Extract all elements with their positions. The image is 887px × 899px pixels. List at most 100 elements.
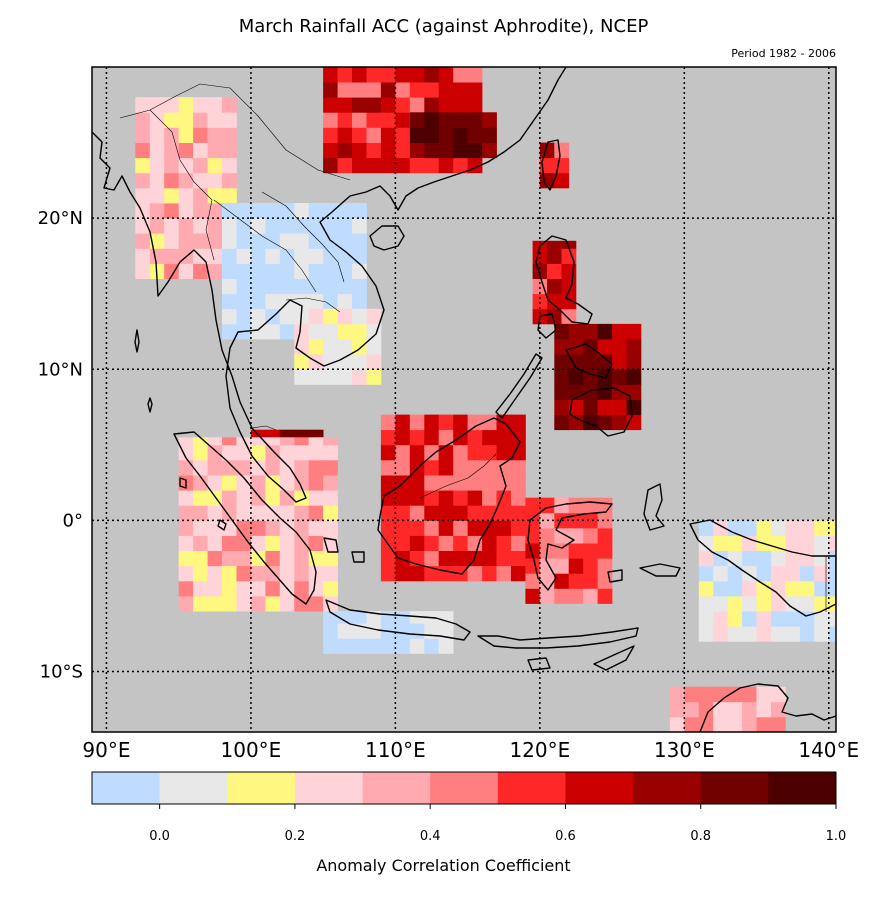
sumatra-island: [173, 431, 317, 605]
longitude-labels: 90°E 100°E 110°E 120°E 130°E 140°E: [82, 738, 859, 762]
lat-tick-label: 10°S: [40, 662, 83, 683]
seram-island: [639, 563, 681, 577]
acc-cell: [561, 308, 577, 325]
acc-cell: [756, 626, 772, 642]
luzon-island: [535, 235, 593, 325]
acc-cell: [713, 580, 728, 597]
acc-cell: [135, 233, 151, 249]
acc-cell: [713, 716, 728, 732]
lon-tick-label: 90°E: [82, 738, 130, 762]
colorbar-label: Anomaly Correlation Coefficient: [316, 856, 571, 875]
acc-cell: [409, 142, 425, 159]
acc-cell: [438, 475, 454, 491]
acc-cell: [164, 172, 179, 189]
acc-cell: [756, 701, 772, 718]
acc-cell: [698, 611, 714, 627]
acc-cell: [352, 67, 367, 83]
acc-cell: [532, 240, 548, 249]
acc-cell: [525, 497, 541, 514]
acc-cell: [409, 623, 425, 639]
acc-cell: [583, 323, 598, 340]
acc-cell: [583, 512, 598, 529]
acc-cell: [799, 596, 815, 612]
acc-cell: [380, 67, 396, 83]
acc-cell: [539, 157, 555, 174]
acc-cell: [453, 505, 468, 521]
acc-cell: [511, 535, 526, 551]
acc-cell: [193, 437, 208, 446]
acc-cell: [561, 240, 577, 249]
acc-cell: [597, 528, 613, 544]
acc-cell: [453, 97, 468, 113]
acc-cell: [207, 505, 223, 521]
acc-cell: [323, 638, 338, 654]
acc-cell: [178, 218, 194, 234]
acc-cell: [742, 626, 757, 642]
acc-cell: [279, 308, 295, 325]
colorbar-swatch: [497, 772, 566, 804]
acc-cell: [467, 112, 483, 128]
acc-cell: [366, 157, 382, 174]
acc-cell: [222, 172, 237, 189]
acc-cell: [568, 543, 584, 559]
acc-cell: [511, 460, 526, 476]
acc-cell: [771, 535, 786, 551]
acc-cell: [135, 97, 151, 113]
new-guinea-island: [689, 519, 836, 617]
acc-cell: [149, 112, 165, 128]
acc-cell: [193, 596, 208, 612]
acc-cell: [583, 414, 598, 431]
acc-cell: [785, 550, 801, 567]
acc-cell: [193, 263, 208, 279]
mainland-coastline: [92, 67, 567, 503]
acc-cell: [698, 565, 714, 582]
acc-cell: [250, 218, 266, 234]
acc-cell: [467, 142, 483, 159]
acc-cell: [554, 414, 570, 431]
acc-cell: [352, 323, 367, 340]
acc-cell: [828, 550, 836, 567]
acc-cell: [323, 97, 338, 113]
acc-cell: [482, 565, 497, 582]
acc-cell: [222, 535, 237, 551]
acc-cell: [222, 157, 237, 174]
acc-cell: [467, 490, 483, 506]
acc-cell: [164, 233, 179, 249]
acc-cell: [799, 520, 815, 536]
acc-cell: [265, 475, 281, 491]
acc-cell: [785, 626, 801, 642]
acc-cell: [525, 588, 541, 604]
acc-cell: [713, 596, 728, 612]
acc-cell: [756, 520, 772, 536]
acc-cell: [178, 142, 194, 159]
acc-cell: [265, 444, 281, 461]
acc-cell: [424, 565, 440, 582]
acc-cell: [323, 475, 338, 491]
acc-cell: [453, 444, 468, 461]
acc-cell: [380, 444, 396, 461]
acc-cell: [236, 475, 252, 491]
acc-cell: [438, 112, 454, 128]
acc-cell: [279, 475, 295, 491]
acc-cell: [583, 573, 598, 589]
acc-cell: [698, 716, 714, 732]
acc-cell: [525, 543, 541, 559]
acc-cell: [395, 67, 411, 83]
acc-cell: [496, 475, 512, 491]
acc-cell: [380, 565, 396, 582]
acc-cell: [482, 429, 497, 446]
acc-cell: [626, 354, 642, 370]
acc-cell: [193, 203, 208, 219]
acc-cell: [279, 520, 295, 536]
acc-cell: [756, 565, 772, 582]
colorbar-swatch: [159, 772, 228, 804]
acc-cell: [597, 414, 613, 431]
acc-cell: [612, 399, 627, 415]
acc-cell: [453, 550, 468, 567]
acc-cell: [308, 323, 324, 340]
acc-cell: [771, 520, 786, 536]
acc-cell: [568, 414, 584, 431]
acc-cell: [583, 399, 598, 415]
acc-cell: [265, 505, 281, 521]
acc-cell: [279, 437, 295, 446]
